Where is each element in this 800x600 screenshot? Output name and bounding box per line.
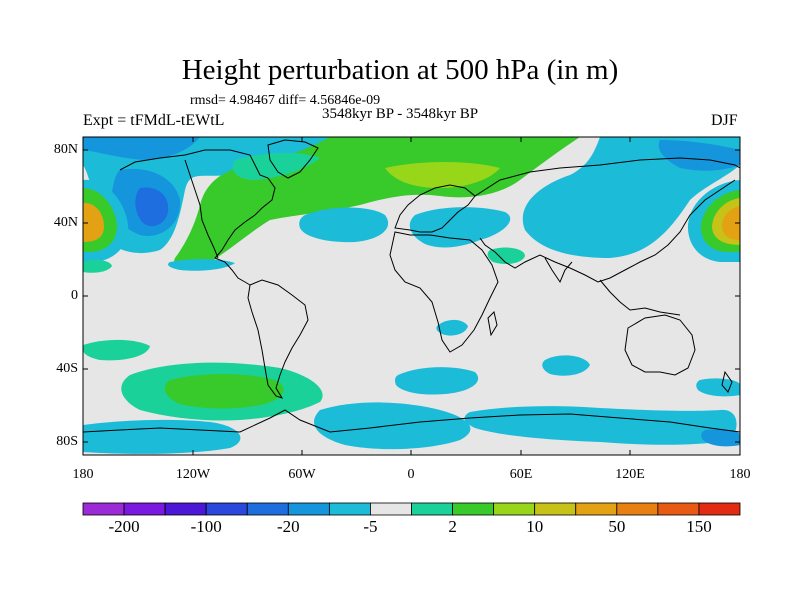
contour-atlantic-blue bbox=[299, 207, 389, 243]
colorbar-swatch bbox=[575, 502, 618, 516]
colorbar-label: 2 bbox=[448, 517, 457, 536]
contour-east-lobe-core bbox=[722, 206, 740, 240]
colorbar-swatch bbox=[534, 502, 577, 516]
colorbar-label: -20 bbox=[276, 517, 300, 536]
contour-alaska-core bbox=[135, 187, 169, 227]
lat-label-80n: 80N bbox=[53, 142, 78, 157]
colorbar bbox=[82, 502, 741, 516]
coast-australia bbox=[624, 314, 696, 376]
coast-new-zealand bbox=[721, 370, 733, 393]
map-ticks bbox=[82, 137, 741, 455]
colorbar-swatch bbox=[123, 502, 166, 516]
coast-greenland bbox=[267, 139, 319, 179]
lat-label-40n: 40N bbox=[53, 215, 78, 230]
plot-title: Height perturbation at 500 hPa (in m) bbox=[181, 54, 619, 86]
coast-india bbox=[544, 257, 573, 284]
lon-label-60e: 60E bbox=[509, 467, 533, 482]
colorbar-swatch bbox=[452, 502, 495, 516]
contour-antarctic-dark-blue bbox=[701, 429, 740, 447]
coast-north-america-west bbox=[184, 159, 219, 259]
lat-label-80s: 80S bbox=[56, 434, 78, 449]
contour-southern-ocean-far-east-blue bbox=[696, 378, 740, 397]
colorbar-label: 10 bbox=[526, 517, 544, 536]
lon-label-180w: 180 bbox=[72, 467, 94, 482]
colorbar-label: 50 bbox=[608, 517, 626, 536]
lat-label-eq: 0 bbox=[71, 288, 78, 303]
contour-arctic-dark-blue bbox=[83, 137, 200, 160]
coast-africa bbox=[389, 231, 499, 353]
colorbar-label: -100 bbox=[190, 517, 222, 536]
contour-south-pacific-teal bbox=[83, 339, 150, 361]
colorbar-swatch bbox=[246, 502, 289, 516]
contour-africa-south-blue bbox=[436, 319, 468, 336]
contour-antarctic-blue bbox=[83, 419, 241, 454]
contour-west-pacific-teal bbox=[83, 259, 112, 273]
contour-middle-east-teal bbox=[487, 247, 525, 264]
contour-europe-blue bbox=[409, 207, 511, 248]
colorbar-swatch bbox=[205, 502, 248, 516]
lon-label-120e: 120E bbox=[615, 467, 645, 482]
coastlines bbox=[83, 139, 740, 433]
colorbar-swatch bbox=[287, 502, 330, 516]
lon-label-60w: 60W bbox=[288, 467, 316, 482]
contour-siberia-dark-blue bbox=[658, 140, 740, 171]
period-line: 3548kyr BP - 3548kyr BP bbox=[322, 106, 479, 122]
coast-south-america bbox=[247, 279, 309, 399]
contour-south-america-green bbox=[164, 374, 284, 409]
contour-southern-ocean-east-blue bbox=[464, 406, 737, 445]
colorbar-swatch bbox=[370, 502, 412, 516]
season-label: DJF bbox=[711, 112, 738, 129]
colorbar-swatch bbox=[82, 502, 125, 516]
contour-south-atlantic-blue bbox=[394, 367, 479, 395]
colorbar-swatch bbox=[411, 502, 453, 516]
lon-label-0: 0 bbox=[407, 467, 415, 482]
colorbar-label: 150 bbox=[686, 517, 712, 536]
lon-label-180e: 180 bbox=[729, 467, 751, 482]
colorbar-swatch bbox=[328, 502, 371, 516]
stats-line: rmsd= 4.98467 diff= 4.56846e-09 bbox=[190, 93, 381, 108]
lat-label-40s: 40S bbox=[56, 361, 78, 376]
colorbar-swatch bbox=[493, 502, 536, 516]
coast-southeast-asia bbox=[599, 279, 681, 316]
contour-eurasia-yellowgreen bbox=[385, 162, 500, 188]
colorbar-swatch bbox=[616, 502, 659, 516]
coast-north-america bbox=[119, 149, 276, 286]
experiment-label: Expt = tFMdL-tEWtL bbox=[83, 112, 225, 129]
contour-west-lobe-core bbox=[83, 202, 104, 242]
colorbar-swatch bbox=[657, 502, 700, 516]
colorbar-label: -5 bbox=[363, 517, 378, 536]
coast-antarctica bbox=[83, 409, 740, 433]
coast-asia bbox=[474, 157, 740, 283]
colorbar-label: -200 bbox=[108, 517, 140, 536]
lon-label-120w: 120W bbox=[175, 467, 211, 482]
colorbar-swatch bbox=[698, 502, 741, 516]
contour-south-indian-blue bbox=[542, 355, 590, 376]
contour-pacific-tropic-blue bbox=[168, 259, 235, 271]
contour-canada-teal bbox=[232, 152, 320, 180]
coast-europe bbox=[394, 184, 476, 233]
contour-field bbox=[83, 137, 740, 454]
colorbar-swatch bbox=[164, 502, 207, 516]
coast-madagascar bbox=[487, 311, 498, 337]
